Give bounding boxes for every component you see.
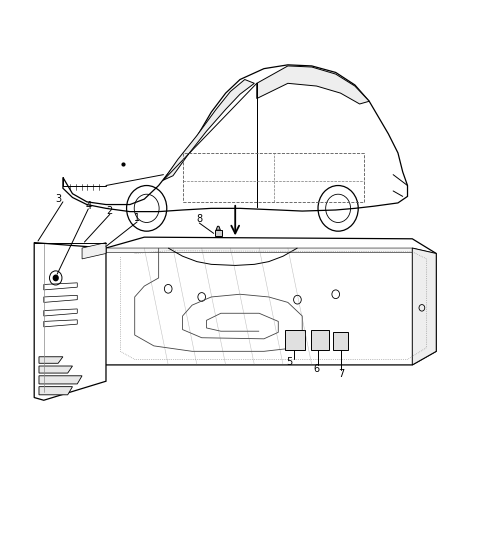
Circle shape [53,275,58,281]
Polygon shape [39,376,82,384]
Polygon shape [82,243,106,259]
Text: 7: 7 [338,369,345,379]
Polygon shape [286,330,305,350]
Polygon shape [39,357,63,364]
Polygon shape [257,66,369,104]
Polygon shape [82,237,436,365]
Polygon shape [215,230,222,235]
Text: 2: 2 [107,206,113,216]
Text: 3: 3 [55,194,61,204]
Polygon shape [163,80,254,180]
Polygon shape [39,366,72,373]
Text: 6: 6 [313,364,320,374]
Polygon shape [412,248,436,365]
Text: 1: 1 [134,213,140,223]
Polygon shape [34,243,106,400]
Polygon shape [106,248,436,258]
Polygon shape [39,386,72,395]
Polygon shape [216,226,220,230]
Polygon shape [333,332,348,350]
Text: 8: 8 [196,214,203,224]
Text: 4: 4 [85,201,91,210]
Polygon shape [63,65,408,211]
Text: 5: 5 [286,357,292,367]
Polygon shape [311,330,328,350]
